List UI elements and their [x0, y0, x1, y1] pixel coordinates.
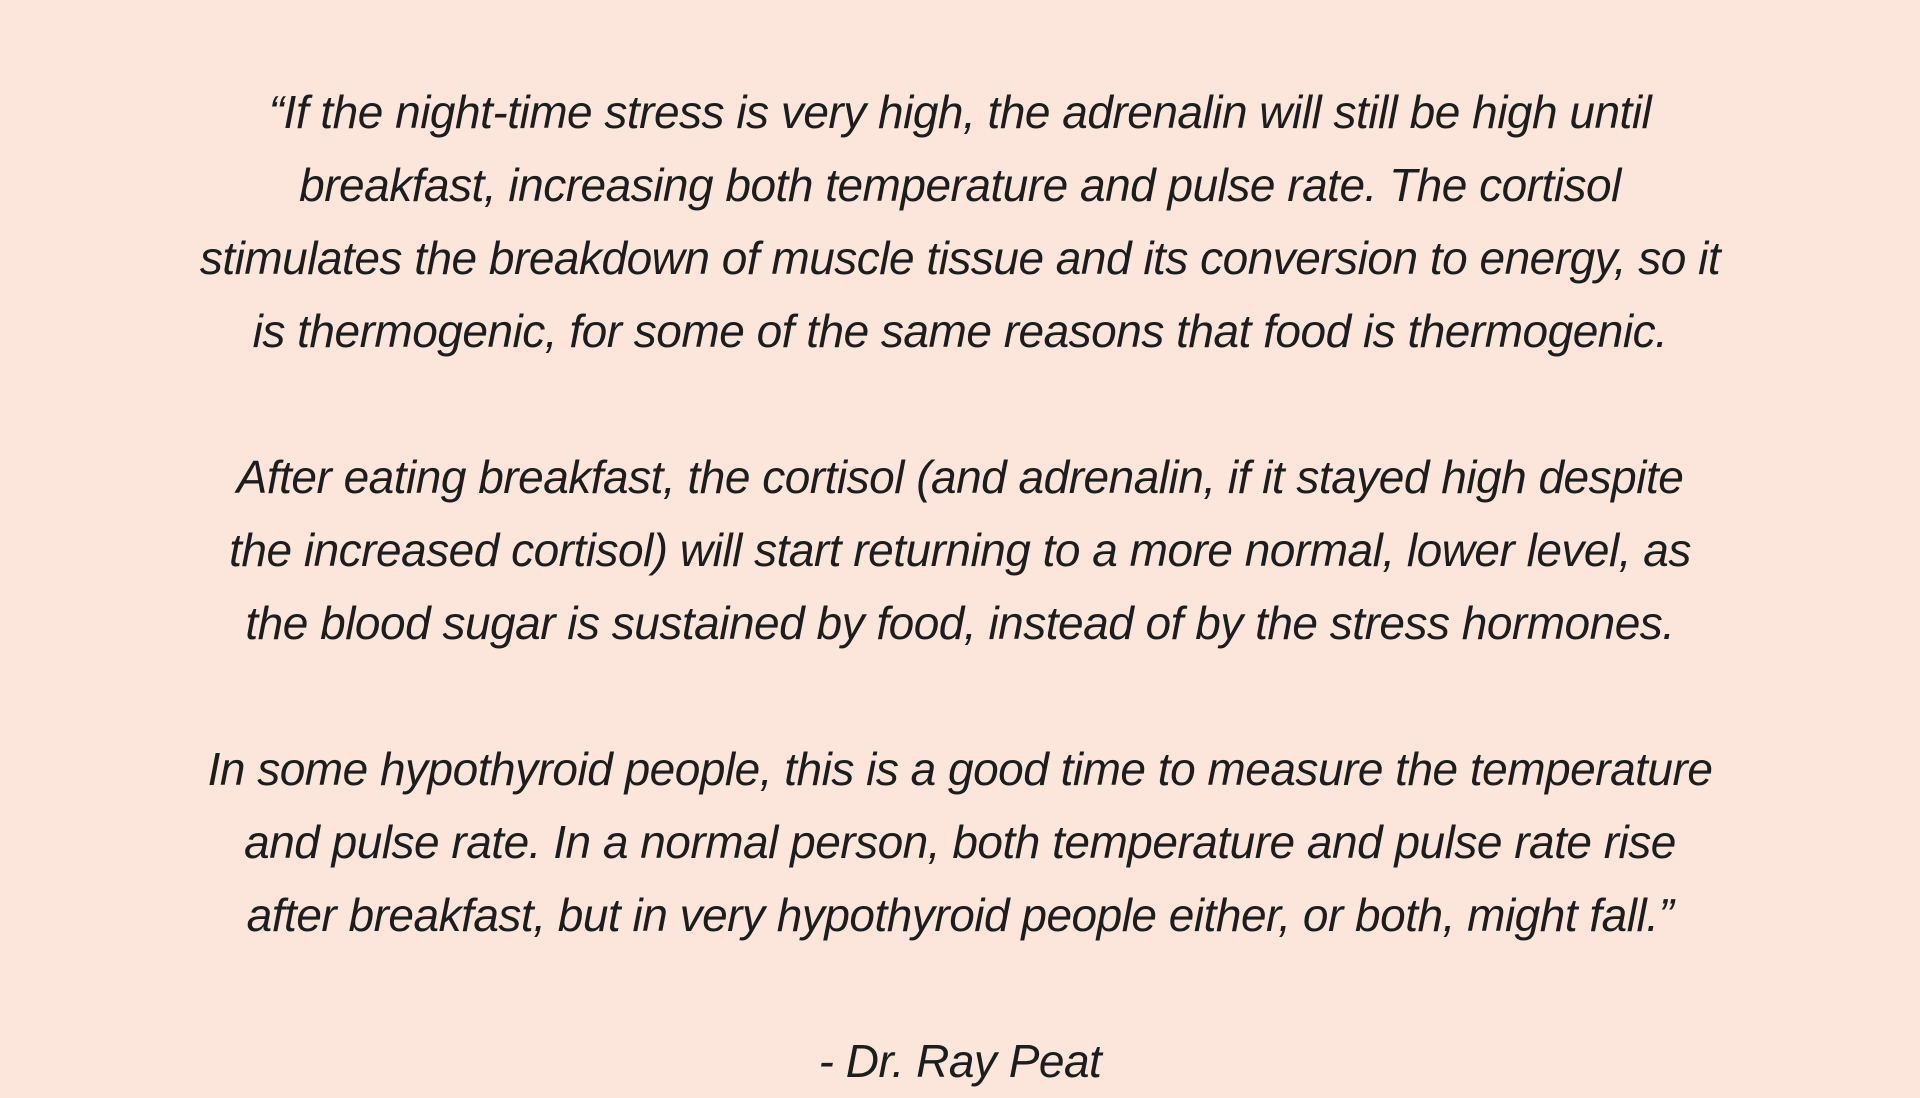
quote-line: after breakfast, but in very hypothyroid… [246, 889, 1674, 941]
quote-line: is thermogenic, for some of the same rea… [252, 305, 1668, 357]
quote-line: breakfast, increasing both temperature a… [299, 159, 1621, 211]
quote-line: the blood sugar is sustained by food, in… [245, 597, 1675, 649]
quote-paragraph-3: In some hypothyroid people, this is a go… [60, 733, 1860, 952]
quote-line: “If the night-time stress is very high, … [268, 86, 1652, 138]
quote-paragraph-2: After eating breakfast, the cortisol (an… [60, 441, 1860, 660]
quote-line: After eating breakfast, the cortisol (an… [236, 451, 1684, 503]
quote-line: the increased cortisol) will start retur… [229, 524, 1691, 576]
quote-paragraph-1: “If the night-time stress is very high, … [60, 76, 1860, 368]
quote-line: stimulates the breakdown of muscle tissu… [199, 232, 1721, 284]
quote-line: and pulse rate. In a normal person, both… [244, 816, 1676, 868]
quote-attribution: - Dr. Ray Peat [818, 1035, 1102, 1087]
quote-line: In some hypothyroid people, this is a go… [207, 743, 1713, 795]
